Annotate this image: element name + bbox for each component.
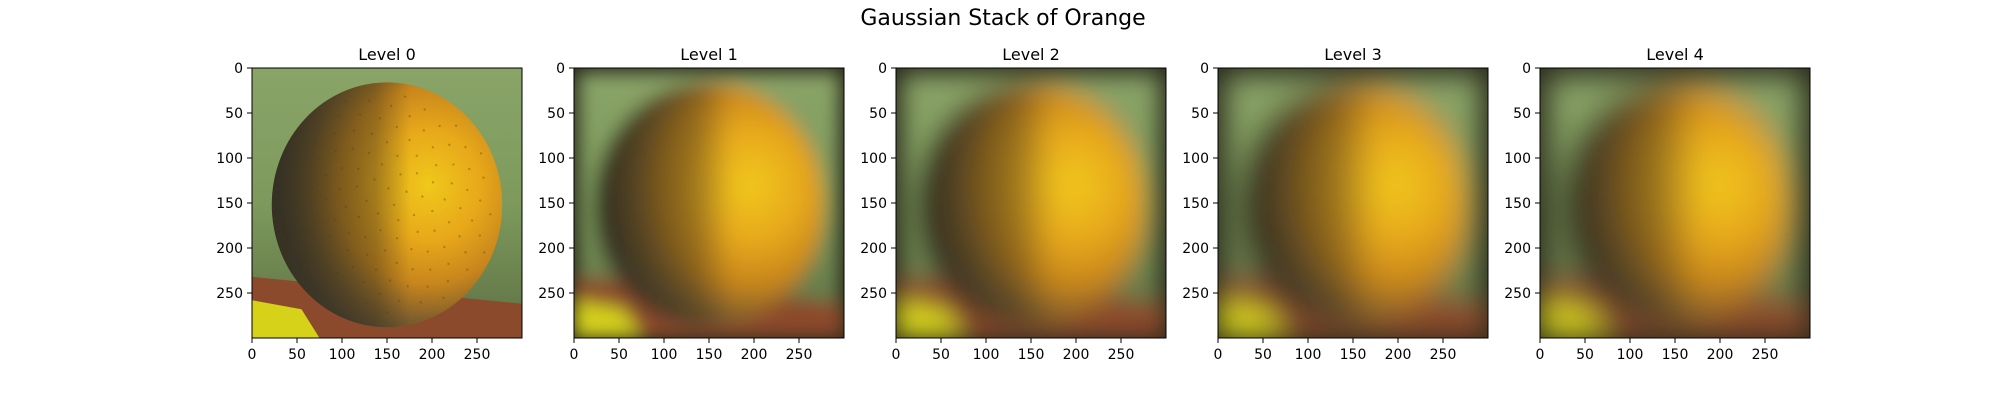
figure-title: Gaussian Stack of Orange: [860, 6, 1145, 31]
y-tick-label: 250: [1504, 286, 1531, 302]
y-tick-label: 0: [1522, 61, 1531, 77]
y-tick-label: 200: [538, 241, 565, 257]
panel-image: [1540, 68, 1810, 338]
y-tick-label: 0: [556, 61, 565, 77]
y-tick-label: 250: [538, 286, 565, 302]
x-tick-label: 0: [1214, 347, 1223, 363]
y-tick-label: 100: [860, 151, 887, 167]
x-tick-label: 200: [419, 347, 446, 363]
x-tick-label: 200: [1385, 347, 1412, 363]
x-tick-label: 100: [651, 347, 678, 363]
x-tick-label: 0: [892, 347, 901, 363]
x-tick-label: 50: [932, 347, 950, 363]
y-tick-label: 100: [538, 151, 565, 167]
y-tick-label: 0: [878, 61, 887, 77]
x-tick-label: 100: [1617, 347, 1644, 363]
x-tick-label: 50: [610, 347, 628, 363]
y-tick-label: 100: [1182, 151, 1209, 167]
panel-image: [574, 68, 844, 338]
x-tick-label: 0: [248, 347, 257, 363]
x-tick-label: 0: [570, 347, 579, 363]
x-tick-label: 150: [1662, 347, 1689, 363]
x-tick-label: 250: [464, 347, 491, 363]
x-tick-label: 100: [1295, 347, 1322, 363]
panel-title: Level 0: [358, 45, 416, 64]
panel-image: [252, 68, 522, 338]
y-tick-label: 100: [216, 151, 243, 167]
y-tick-label: 100: [1504, 151, 1531, 167]
panel-title: Level 3: [1324, 45, 1382, 64]
y-tick-label: 0: [234, 61, 243, 77]
y-tick-label: 0: [1200, 61, 1209, 77]
panel-image: [1218, 68, 1488, 338]
x-tick-label: 200: [1063, 347, 1090, 363]
x-tick-label: 50: [1576, 347, 1594, 363]
x-tick-label: 250: [1430, 347, 1457, 363]
y-tick-label: 200: [1504, 241, 1531, 257]
y-tick-label: 200: [860, 241, 887, 257]
y-tick-label: 200: [216, 241, 243, 257]
x-tick-label: 0: [1536, 347, 1545, 363]
x-tick-label: 150: [1340, 347, 1367, 363]
x-tick-label: 250: [1752, 347, 1779, 363]
y-tick-label: 150: [216, 196, 243, 212]
y-tick-label: 150: [538, 196, 565, 212]
x-tick-label: 250: [786, 347, 813, 363]
x-tick-label: 50: [288, 347, 306, 363]
y-tick-label: 200: [1182, 241, 1209, 257]
x-tick-label: 150: [696, 347, 723, 363]
y-tick-label: 50: [1513, 106, 1531, 122]
x-tick-label: 200: [741, 347, 768, 363]
x-tick-label: 250: [1108, 347, 1135, 363]
panel-title: Level 2: [1002, 45, 1060, 64]
panel-image: [896, 68, 1166, 338]
y-tick-label: 50: [869, 106, 887, 122]
x-tick-label: 200: [1707, 347, 1734, 363]
x-tick-label: 100: [973, 347, 1000, 363]
panel-title: Level 1: [680, 45, 738, 64]
y-tick-label: 150: [860, 196, 887, 212]
x-tick-label: 50: [1254, 347, 1272, 363]
y-tick-label: 250: [216, 286, 243, 302]
y-tick-label: 250: [1182, 286, 1209, 302]
y-tick-label: 250: [860, 286, 887, 302]
x-tick-label: 100: [329, 347, 356, 363]
y-tick-label: 50: [547, 106, 565, 122]
y-tick-label: 150: [1504, 196, 1531, 212]
x-tick-label: 150: [1018, 347, 1045, 363]
panel-title: Level 4: [1646, 45, 1704, 64]
panels: Level 0 0 50 100 150 200 250 0 50 100 150 200 250 Lev…: [216, 45, 1811, 363]
y-tick-label: 50: [1191, 106, 1209, 122]
x-tick-label: 150: [374, 347, 401, 363]
y-tick-label: 50: [225, 106, 243, 122]
y-tick-label: 150: [1182, 196, 1209, 212]
